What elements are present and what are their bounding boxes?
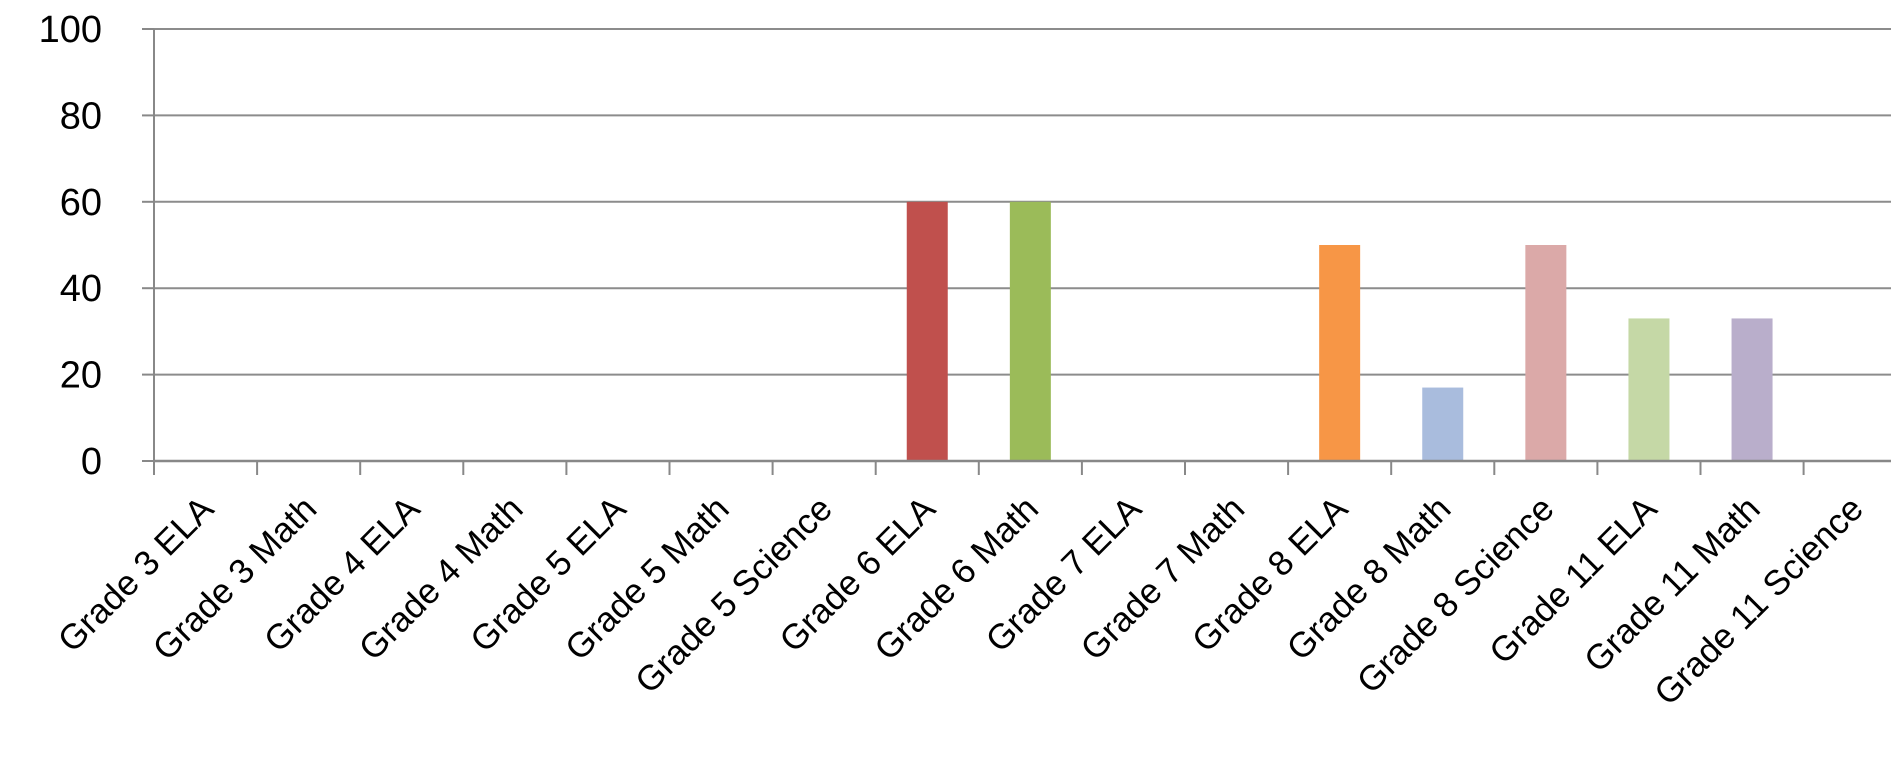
bar	[1525, 245, 1567, 461]
axes	[142, 28, 1891, 475]
bar	[1319, 245, 1361, 461]
bar	[1009, 201, 1051, 462]
y-tick-labels: 0 20 40 60 80 100	[39, 9, 102, 483]
y-tick-label: 0	[81, 441, 102, 483]
bar	[1628, 318, 1670, 461]
bar	[906, 201, 948, 462]
x-tick-label: Grade 11 Math	[1577, 489, 1768, 680]
bar	[1731, 318, 1773, 461]
y-tick-label: 60	[60, 182, 102, 224]
bars	[906, 201, 1773, 462]
y-tick-label: 100	[39, 9, 102, 51]
y-tick-label: 80	[60, 95, 102, 137]
y-tick-label: 20	[60, 355, 102, 397]
y-tick-label: 40	[60, 268, 102, 310]
bar	[1422, 387, 1464, 461]
